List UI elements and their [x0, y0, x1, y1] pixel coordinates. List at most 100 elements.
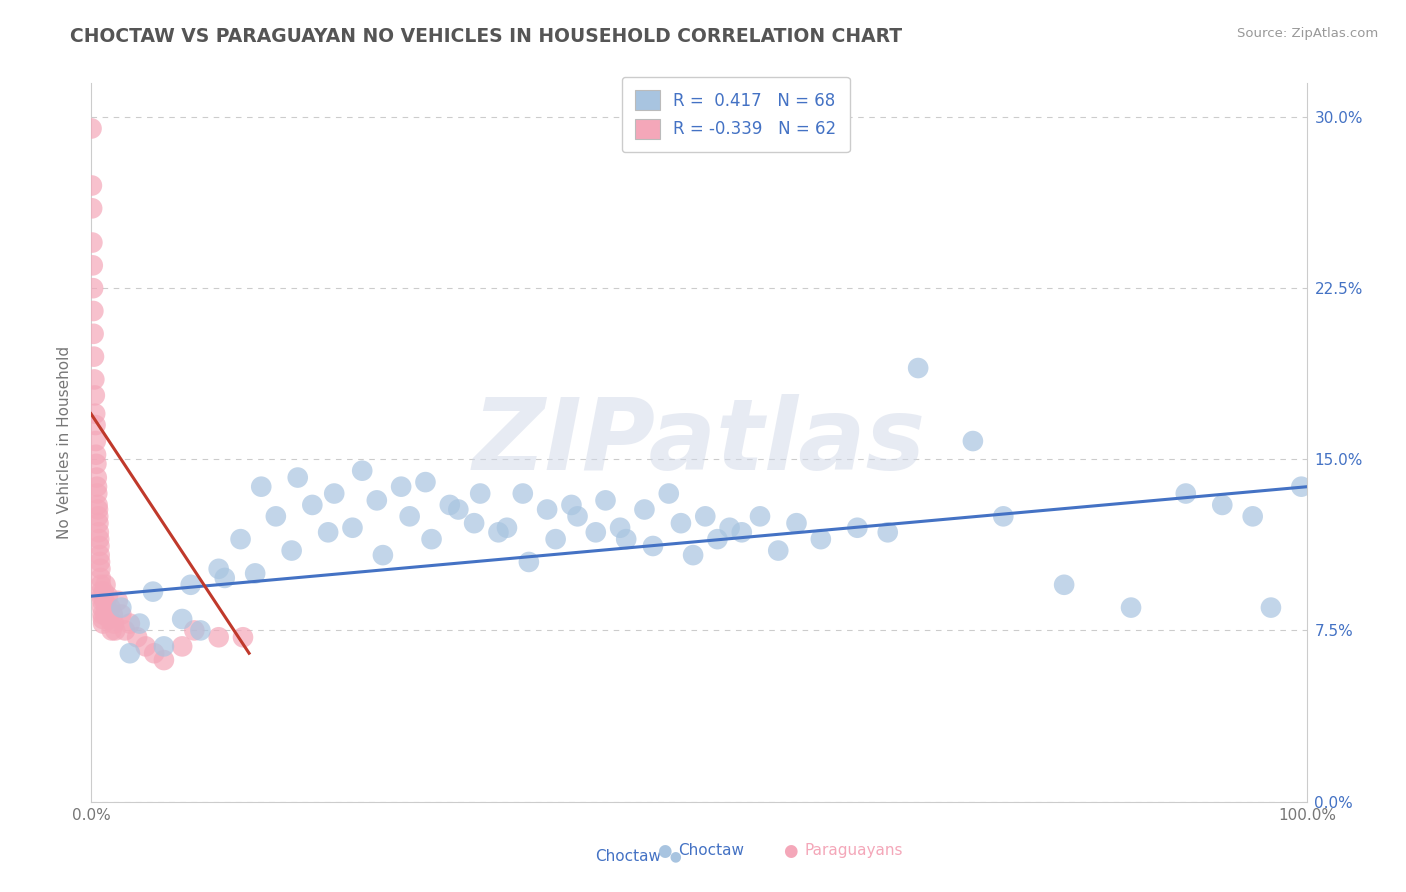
- Point: [512, 486, 534, 500]
- Text: Source: ZipAtlas.com: Source: ZipAtlas.com: [1237, 27, 1378, 40]
- Point: [94, 578, 117, 592]
- Point: [214, 571, 236, 585]
- Text: Paraguayans: Paraguayans: [804, 843, 903, 858]
- Point: [91, 612, 114, 626]
- Point: [82, 258, 104, 272]
- Point: [371, 548, 394, 562]
- Point: [768, 543, 790, 558]
- Point: [89, 562, 111, 576]
- Point: [91, 600, 114, 615]
- Point: [585, 525, 607, 540]
- Point: [287, 470, 309, 484]
- Legend: R =  0.417   N = 68, R = -0.339   N = 62: R = 0.417 N = 68, R = -0.339 N = 62: [621, 77, 849, 153]
- Point: [846, 521, 869, 535]
- Point: [1260, 600, 1282, 615]
- Point: [264, 509, 287, 524]
- Point: [89, 548, 111, 562]
- Point: [301, 498, 323, 512]
- Point: [84, 448, 107, 462]
- Point: [135, 640, 157, 654]
- Point: [993, 509, 1015, 524]
- Point: [83, 326, 105, 341]
- Point: [183, 624, 205, 638]
- Text: ●: ●: [783, 841, 797, 860]
- Point: [94, 607, 117, 622]
- Point: [316, 525, 339, 540]
- Point: [110, 607, 132, 622]
- Point: [786, 516, 808, 531]
- Point: [1241, 509, 1264, 524]
- Point: [90, 593, 112, 607]
- Point: [93, 584, 115, 599]
- Point: [962, 434, 984, 448]
- Point: [153, 653, 176, 667]
- Point: [114, 624, 136, 638]
- Point: [127, 630, 149, 644]
- Point: [97, 589, 120, 603]
- Point: [107, 593, 129, 607]
- Point: [93, 593, 115, 607]
- Point: [876, 525, 898, 540]
- Point: [706, 532, 728, 546]
- Point: [810, 532, 832, 546]
- Point: [536, 502, 558, 516]
- Text: CHOCTAW VS PARAGUAYAN NO VEHICLES IN HOUSEHOLD CORRELATION CHART: CHOCTAW VS PARAGUAYAN NO VEHICLES IN HOU…: [70, 27, 903, 45]
- Point: [731, 525, 754, 540]
- Point: [172, 612, 194, 626]
- Point: [89, 539, 111, 553]
- Point: [82, 202, 104, 216]
- Point: [1053, 578, 1076, 592]
- Point: [89, 532, 111, 546]
- Point: [398, 509, 420, 524]
- Point: [84, 434, 107, 448]
- Point: [86, 480, 108, 494]
- Point: [87, 525, 110, 540]
- Point: [87, 509, 110, 524]
- Point: [229, 532, 252, 546]
- Point: [496, 521, 519, 535]
- Point: [669, 516, 692, 531]
- Point: [1119, 600, 1142, 615]
- Point: [190, 624, 212, 638]
- Point: [609, 521, 631, 535]
- Point: [89, 555, 111, 569]
- Point: [153, 640, 176, 654]
- Text: ●: ●: [661, 849, 690, 863]
- Point: [103, 616, 125, 631]
- Point: [415, 475, 437, 489]
- Point: [90, 578, 112, 592]
- Text: Choctaw: Choctaw: [595, 849, 661, 863]
- Point: [118, 616, 141, 631]
- Point: [90, 589, 112, 603]
- Point: [560, 498, 582, 512]
- Point: [463, 516, 485, 531]
- Point: [1174, 486, 1197, 500]
- Point: [90, 571, 112, 585]
- Point: [280, 543, 302, 558]
- Text: Choctaw: Choctaw: [678, 843, 744, 858]
- Point: [86, 470, 108, 484]
- Point: [342, 521, 364, 535]
- Point: [84, 407, 107, 421]
- Point: [96, 600, 118, 615]
- Point: [1211, 498, 1233, 512]
- Point: [488, 525, 510, 540]
- Point: [86, 457, 108, 471]
- Point: [83, 388, 105, 402]
- Point: [84, 418, 107, 433]
- Point: [91, 607, 114, 622]
- Point: [208, 562, 231, 576]
- Point: [208, 630, 231, 644]
- Point: [82, 304, 104, 318]
- Point: [567, 509, 589, 524]
- Point: [907, 361, 929, 376]
- Point: [447, 502, 470, 516]
- Point: [366, 493, 388, 508]
- Point: [87, 502, 110, 516]
- Point: [101, 607, 124, 622]
- Point: [98, 612, 121, 626]
- Point: [658, 486, 681, 500]
- Point: [323, 486, 346, 500]
- Point: [82, 281, 104, 295]
- Point: [633, 502, 655, 516]
